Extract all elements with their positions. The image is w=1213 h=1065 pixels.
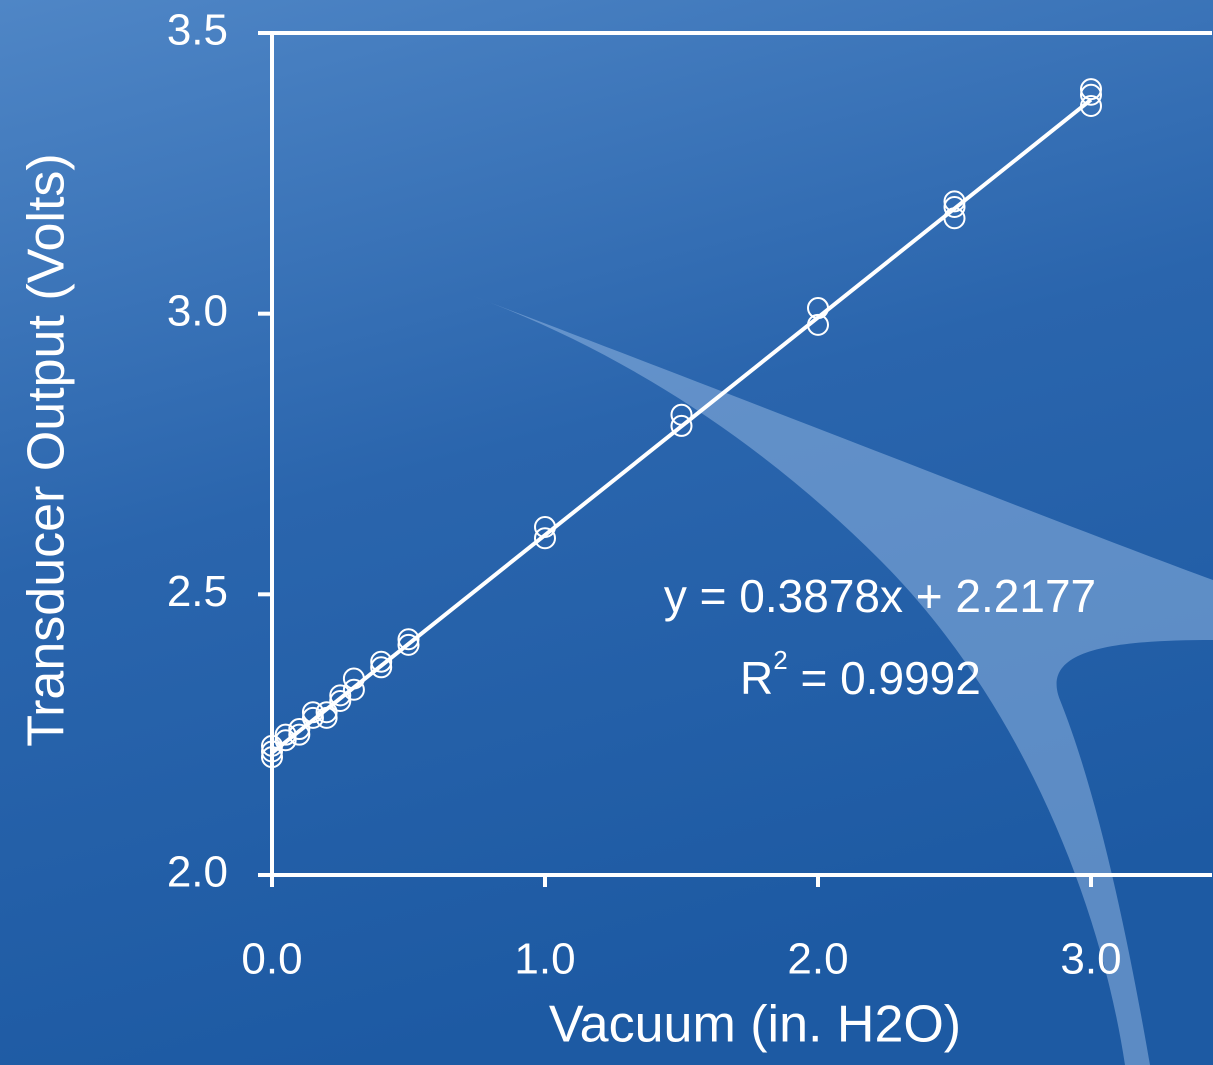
data-point	[534, 515, 556, 538]
data-point	[342, 678, 365, 701]
data-point	[288, 718, 311, 741]
x-tick-label: 1.0	[514, 935, 575, 984]
r2-label: R2 = 0.9992	[740, 645, 981, 704]
data-point	[943, 196, 966, 219]
r2-base: R	[740, 652, 773, 704]
y-tick-label: 2.0	[167, 848, 228, 897]
data-point	[288, 723, 311, 746]
data-point	[315, 706, 338, 729]
data-point	[274, 723, 297, 746]
data-point	[329, 689, 352, 712]
data-point	[397, 633, 420, 656]
y-tick-label: 3.5	[167, 6, 228, 55]
data-point	[807, 297, 829, 320]
data-point	[943, 207, 966, 230]
data-point	[315, 701, 338, 724]
r2-rest: = 0.9992	[788, 652, 981, 704]
x-tick-label: 2.0	[787, 935, 848, 984]
data-point	[261, 734, 283, 757]
data-point	[370, 656, 393, 679]
y-tick-label: 2.5	[167, 567, 228, 616]
equation-label: y = 0.3878x + 2.2177	[664, 570, 1096, 622]
data-point	[261, 746, 283, 769]
data-point	[261, 740, 283, 763]
data-point	[397, 628, 420, 651]
data-point	[274, 729, 297, 752]
x-axis-title: Vacuum (in. H2O)	[549, 996, 961, 1054]
y-tick-label: 3.0	[167, 286, 228, 335]
data-point	[342, 667, 365, 690]
data-point	[534, 527, 556, 550]
data-point	[807, 313, 829, 336]
data-point	[1080, 83, 1102, 106]
data-point	[1080, 78, 1102, 101]
data-point	[370, 650, 393, 673]
background-swoosh	[470, 295, 1213, 1065]
data-point	[943, 190, 966, 213]
data-point	[329, 684, 352, 707]
x-tick-label: 0.0	[241, 935, 302, 984]
data-point	[301, 701, 324, 724]
data-point	[670, 403, 693, 426]
data-point	[1080, 94, 1102, 117]
r2-sup: 2	[773, 645, 787, 675]
data-point	[301, 706, 324, 729]
x-tick-label: 3.0	[1060, 935, 1121, 984]
y-axis-title: Transducer Output (Volts)	[18, 153, 76, 746]
data-point	[670, 414, 693, 437]
